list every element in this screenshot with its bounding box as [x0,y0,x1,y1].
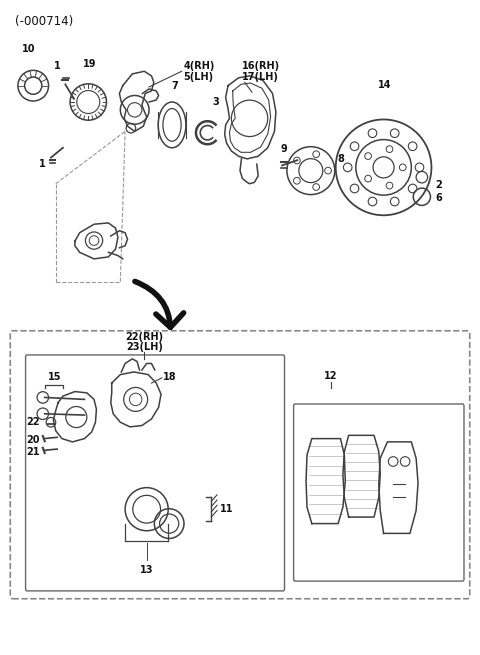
Text: (-000714): (-000714) [15,15,73,28]
Text: 16(RH): 16(RH) [242,62,280,71]
Text: 11: 11 [220,504,233,514]
Text: 8: 8 [337,154,344,164]
Text: 10: 10 [22,45,35,54]
Text: 4(RH): 4(RH) [183,61,215,71]
FancyArrowPatch shape [135,282,184,328]
Text: 15: 15 [48,373,61,383]
Text: 19: 19 [83,60,96,69]
Text: 22: 22 [26,417,40,427]
Text: 2: 2 [435,180,442,190]
Text: 5(LH): 5(LH) [183,72,214,82]
Text: 17(LH): 17(LH) [242,72,279,82]
Text: 22(RH): 22(RH) [125,332,163,342]
Text: 23(LH): 23(LH) [126,342,163,352]
Text: 18: 18 [163,371,177,381]
Text: 21: 21 [26,447,40,457]
Text: 7: 7 [171,81,178,91]
Text: 1: 1 [54,62,60,71]
Text: 12: 12 [324,371,338,381]
Text: 20: 20 [26,435,40,445]
Text: 1: 1 [38,159,45,169]
Text: 13: 13 [140,565,154,574]
Text: 3: 3 [213,96,219,107]
Text: 9: 9 [281,143,288,154]
Text: 14: 14 [378,81,391,90]
Text: 6: 6 [435,193,442,203]
